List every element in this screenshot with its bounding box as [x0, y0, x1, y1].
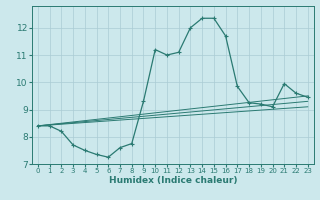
- X-axis label: Humidex (Indice chaleur): Humidex (Indice chaleur): [108, 176, 237, 185]
